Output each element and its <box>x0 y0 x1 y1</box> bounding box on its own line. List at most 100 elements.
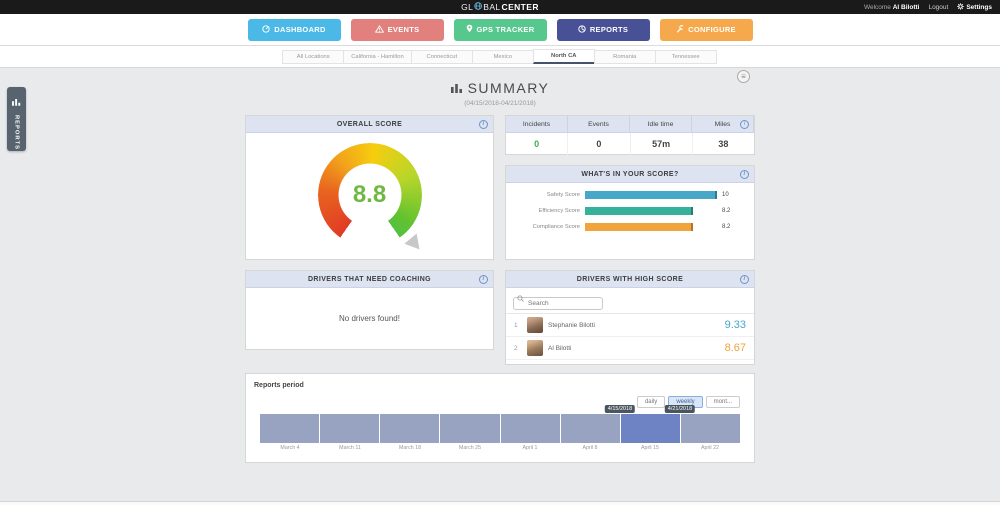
score-bar-value: 8.2 <box>722 208 731 214</box>
page-title: SUMMARY <box>450 80 550 96</box>
nav-button-dashboard[interactable]: DASHBOARD <box>247 18 341 41</box>
timeline-segment[interactable] <box>320 414 380 443</box>
info-icon[interactable] <box>740 170 749 179</box>
score-bar <box>585 191 717 199</box>
score-bar-row: Compliance Score 8.2 <box>506 223 754 231</box>
info-icon[interactable] <box>740 275 749 284</box>
driver-row[interactable]: 1 Stephanie Bilotti 9.33 <box>506 314 754 337</box>
logo-text-prefix: GL <box>461 2 474 12</box>
logo-text-bold: CENTER <box>501 2 539 12</box>
nav-label-gps-tracker: GPS TRACKER <box>476 25 535 34</box>
location-tab-connecticut[interactable]: Connecticut <box>410 49 473 64</box>
footer-strip <box>0 501 1000 505</box>
stats-column-header: Idle time <box>630 116 692 132</box>
timeline-axis-label: March 4 <box>280 445 300 451</box>
nav-label-dashboard: DASHBOARD <box>274 25 326 34</box>
score-bar-value: 8.2 <box>722 224 731 230</box>
driver-rank: 1 <box>514 321 518 329</box>
location-tab-california-hamilton[interactable]: California - Hamilton <box>343 49 412 64</box>
top-bar: GL BAL CENTER Welcome Al Bilotti Logout … <box>0 0 1000 14</box>
nav-label-reports: REPORTS <box>589 25 629 34</box>
timeline-segment[interactable] <box>620 414 680 443</box>
timeline-segment[interactable] <box>440 414 500 443</box>
stats-column-header: Miles <box>692 116 754 132</box>
page-title-text: SUMMARY <box>467 80 550 96</box>
timeline-segment[interactable] <box>500 414 560 443</box>
stats-value: 0 <box>506 133 569 155</box>
location-tab-romania[interactable]: Romania <box>593 49 656 64</box>
timeline-segment[interactable] <box>260 414 320 443</box>
overall-score-title: OVERALL SCORE <box>336 120 403 128</box>
driver-name: Al Bilotti <box>548 344 572 352</box>
score-breakdown-panel: WHAT'S IN YOUR SCORE? Safety Score 10 Effi… <box>505 165 755 260</box>
logout-link[interactable]: Logout <box>928 3 949 11</box>
location-tab-tennessee[interactable]: Tennessee <box>654 49 717 64</box>
timeline-segment[interactable] <box>560 414 620 443</box>
score-bar-value: 10 <box>722 192 729 198</box>
score-bar-row: Safety Score 10 <box>506 191 754 199</box>
nav-button-configure[interactable]: CONFIGURE <box>659 18 753 41</box>
timeline-bars: 4/15/2018 4/21/2018 <box>260 405 740 443</box>
coaching-title: DRIVERS THAT NEED COACHING <box>307 275 432 283</box>
score-bars: Safety Score 10 Efficiency Score 8.2 Complia… <box>506 191 754 231</box>
wrench-icon <box>676 24 684 35</box>
main-nav: DASHBOARD EVENTS GPS TRACKER REPORTS CON… <box>0 14 1000 46</box>
gear-icon <box>957 2 964 12</box>
welcome-text: Welcome Al Bilotti <box>864 4 920 11</box>
info-icon[interactable] <box>479 120 488 129</box>
driver-row[interactable]: 2 Al Bilotti 8.67 <box>506 337 754 360</box>
coaching-empty-message: No drivers found! <box>339 314 400 323</box>
timeline-segment[interactable] <box>380 414 440 443</box>
nav-button-reports[interactable]: REPORTS <box>556 18 650 41</box>
timeline-tooltip: 4/15/2018 <box>604 405 636 413</box>
info-icon[interactable] <box>740 120 749 129</box>
stats-value: 0 <box>568 133 631 155</box>
warning-icon <box>374 24 384 35</box>
location-tab-north-ca[interactable]: North CA <box>532 49 595 64</box>
nav-label-events: EVENTS <box>387 25 420 34</box>
timeline-tooltip: 4/21/2018 <box>664 405 696 413</box>
high-score-title: DRIVERS WITH HIGH SCORE <box>576 275 684 283</box>
settings-link[interactable]: Settings <box>957 2 992 12</box>
pie-chart-icon <box>578 24 586 35</box>
stats-header-row: Incidents Events Idle time Miles <box>506 116 754 133</box>
high-score-panel: DRIVERS WITH HIGH SCORE 1 Stephanie Bilot… <box>505 270 755 365</box>
welcome-label: Welcome <box>863 3 891 11</box>
stats-column-header: Incidents <box>506 116 568 132</box>
stats-value: 38 <box>718 139 729 149</box>
timeline-axis-label: April 8 <box>582 445 598 451</box>
bar-chart-icon <box>12 93 21 111</box>
content-options-button[interactable]: ≡ <box>737 70 750 83</box>
content-area: All Locations California - Hamilton Connec… <box>0 46 1000 505</box>
info-icon[interactable] <box>479 275 488 284</box>
reports-period-title: Reports period <box>254 382 304 389</box>
driver-name: Stephanie Bilotti <box>548 321 595 329</box>
side-tab-label: REPORTS <box>13 115 20 151</box>
search-input[interactable] <box>513 297 603 310</box>
speedometer-icon <box>262 24 270 35</box>
app-logo: GL BAL CENTER <box>461 2 539 12</box>
timeline-labels: March 4 March 11 March 18 March 25 April 1 Ap… <box>260 445 740 451</box>
nav-button-gps-tracker[interactable]: GPS TRACKER <box>453 18 547 41</box>
timeline-axis-label: April 15 <box>641 445 659 451</box>
settings-label: Settings <box>966 3 992 11</box>
driver-avatar <box>527 317 543 333</box>
nav-label-configure: CONFIGURE <box>688 25 736 34</box>
score-bar-track <box>585 191 717 199</box>
timeline-segment[interactable] <box>680 414 740 443</box>
reports-side-tab[interactable]: REPORTS <box>7 87 26 151</box>
logo-text-suffix: BAL <box>483 2 501 12</box>
coaching-panel: DRIVERS THAT NEED COACHING No drivers fo… <box>245 270 494 350</box>
nav-button-events[interactable]: EVENTS <box>350 18 444 41</box>
monthly-button[interactable]: mont... <box>705 396 740 408</box>
gauge-ring <box>317 143 422 247</box>
daily-button[interactable]: daily <box>636 396 666 408</box>
reports-period-panel: Reports period daily weekly mont... 4/15… <box>245 373 755 463</box>
score-bar-label: Efficiency Score <box>538 208 580 214</box>
location-tab-all-locations[interactable]: All Locations <box>282 49 345 64</box>
location-tab-mexico[interactable]: Mexico <box>471 49 534 64</box>
driver-list: 1 Stephanie Bilotti 9.33 2 Al Bilotti 8.67 <box>506 314 754 360</box>
driver-score: 8.67 <box>724 342 746 354</box>
driver-rank: 2 <box>514 344 518 352</box>
